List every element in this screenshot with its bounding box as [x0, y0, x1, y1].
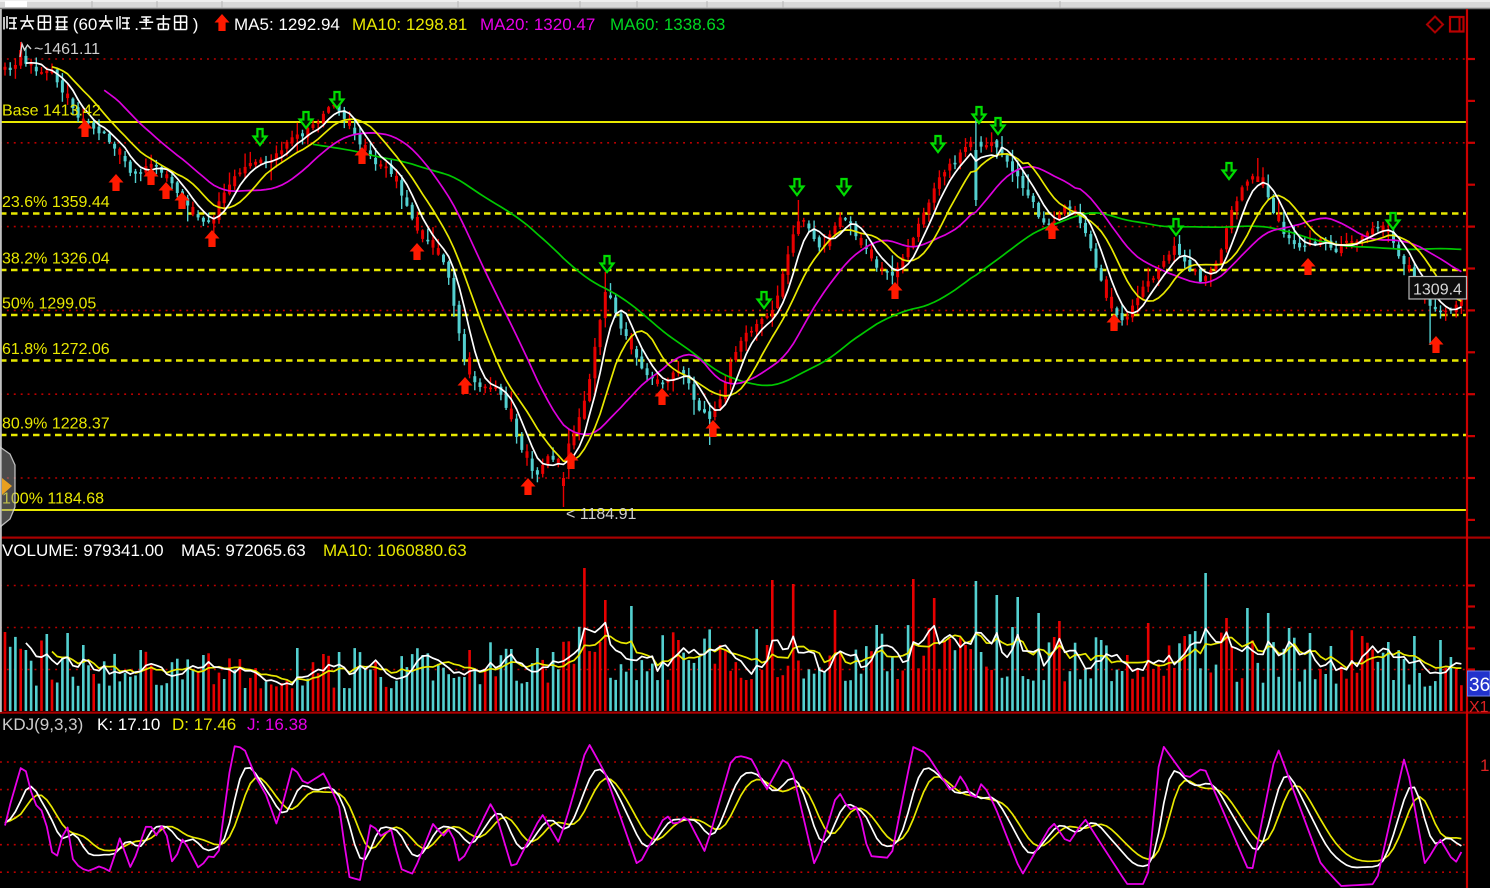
- svg-text:50% 1299.05: 50% 1299.05: [2, 296, 96, 313]
- svg-text:MA10: 1060880.63: MA10: 1060880.63: [323, 541, 467, 560]
- svg-text:KDJ(9,3,3): KDJ(9,3,3): [2, 715, 83, 734]
- svg-text:(60: (60: [73, 15, 98, 34]
- svg-text:1: 1: [1480, 756, 1489, 775]
- svg-text:80.9% 1228.37: 80.9% 1228.37: [2, 416, 110, 433]
- svg-text:< 1184.91: < 1184.91: [566, 506, 637, 523]
- svg-text:MA20: 1320.47: MA20: 1320.47: [480, 15, 595, 34]
- svg-text:MA10: 1298.81: MA10: 1298.81: [352, 15, 467, 34]
- svg-text:K: 17.10: K: 17.10: [97, 715, 160, 734]
- svg-text:1309.4: 1309.4: [1413, 282, 1462, 299]
- svg-text:Base 1413.42: Base 1413.42: [2, 103, 101, 120]
- svg-text:23.6% 1359.44: 23.6% 1359.44: [2, 194, 110, 211]
- svg-text:61.8% 1272.06: 61.8% 1272.06: [2, 341, 110, 358]
- svg-text:D: 17.46: D: 17.46: [172, 715, 236, 734]
- svg-text:X1: X1: [1469, 699, 1489, 716]
- svg-text:MA5: 1292.94: MA5: 1292.94: [234, 15, 340, 34]
- svg-text:): ): [193, 15, 199, 34]
- svg-text:100% 1184.68: 100% 1184.68: [2, 491, 104, 508]
- svg-text:36: 36: [1469, 675, 1490, 696]
- svg-text:.: .: [134, 15, 139, 34]
- svg-text:VOLUME: 979341.00: VOLUME: 979341.00: [2, 541, 164, 560]
- svg-text:38.2% 1326.04: 38.2% 1326.04: [2, 251, 110, 268]
- svg-text:J: 16.38: J: 16.38: [247, 715, 308, 734]
- svg-text:MA60: 1338.63: MA60: 1338.63: [610, 15, 725, 34]
- svg-text:~1461.11: ~1461.11: [34, 41, 100, 58]
- svg-text:MA5: 972065.63: MA5: 972065.63: [181, 541, 306, 560]
